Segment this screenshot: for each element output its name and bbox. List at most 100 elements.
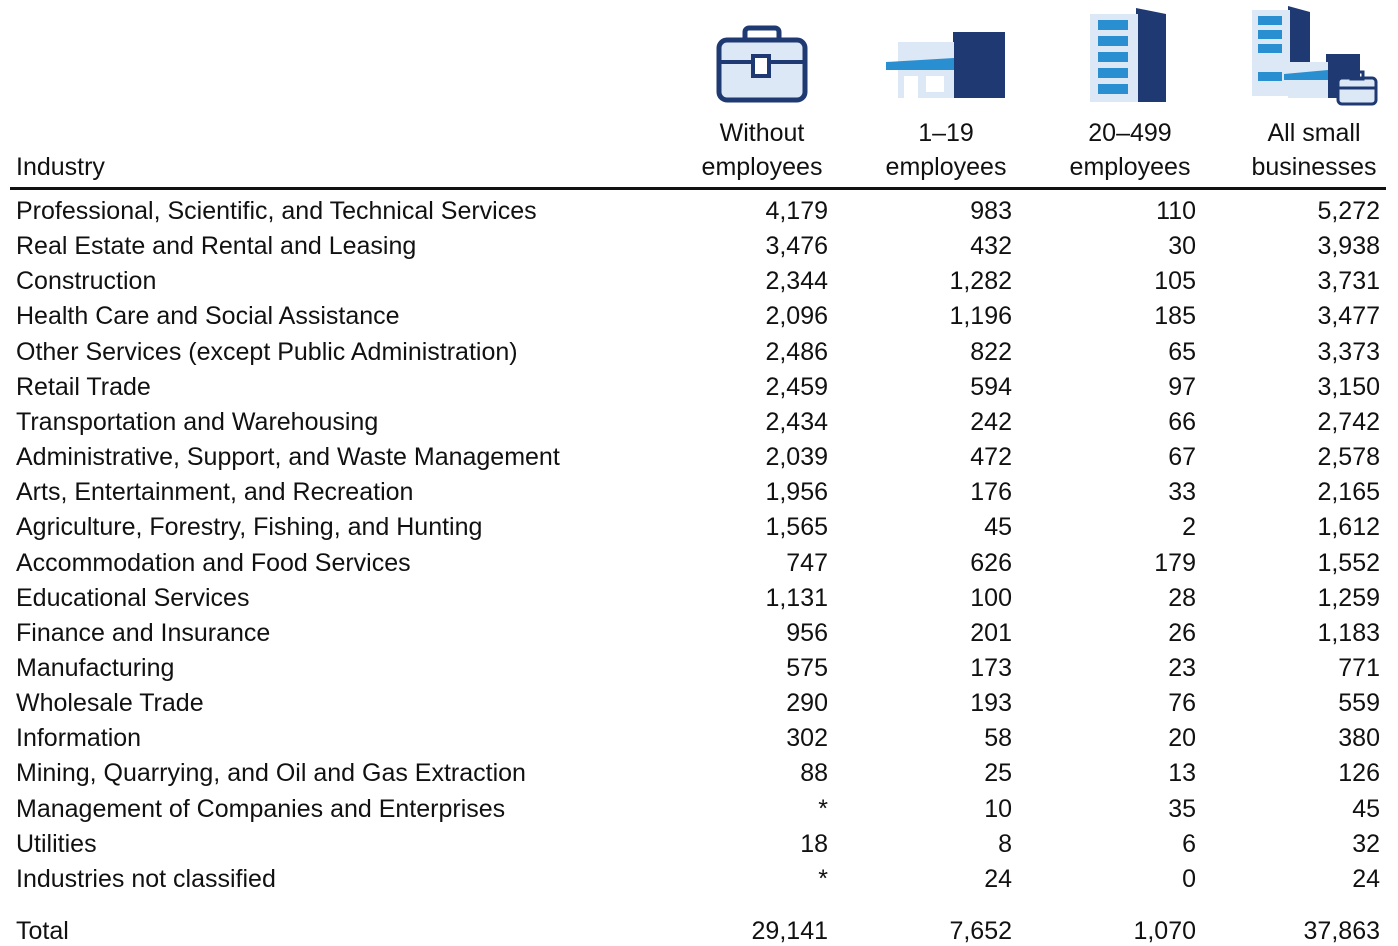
- column-header: 1–19: [918, 119, 974, 147]
- total-value: 1,070: [1133, 917, 1196, 945]
- industry-name: Educational Services: [16, 583, 250, 612]
- cell-value: 2,039: [765, 443, 828, 472]
- cell-value: 2,434: [765, 407, 828, 436]
- cell-value: 1,196: [949, 302, 1012, 331]
- cell-value: 2,742: [1317, 407, 1380, 436]
- cell-value: 302: [786, 724, 828, 753]
- cell-value: 4,179: [765, 197, 828, 225]
- cell-value: 100: [970, 583, 1012, 612]
- cell-value: 626: [970, 548, 1012, 577]
- cell-value: 176: [970, 478, 1012, 507]
- column-header: employees: [885, 153, 1007, 181]
- cell-value: 13: [1168, 759, 1196, 788]
- cell-value: 0: [1182, 864, 1196, 893]
- cell-value: 1,282: [949, 267, 1012, 296]
- total-label: Total: [16, 917, 69, 945]
- industry-name: Professional, Scientific, and Technical …: [16, 197, 537, 225]
- industry-name: Finance and Insurance: [16, 618, 271, 647]
- cell-value: *: [818, 794, 828, 823]
- all-businesses-icon: [1252, 6, 1378, 106]
- cell-value: 28: [1168, 583, 1196, 612]
- cell-value: 97: [1168, 372, 1196, 401]
- cell-value: 956: [786, 618, 828, 647]
- industry-name: Health Care and Social Assistance: [16, 302, 400, 331]
- cell-value: 33: [1168, 478, 1196, 507]
- header-icons: [716, 6, 1378, 106]
- cell-value: 2,486: [765, 337, 828, 366]
- cell-value: 24: [984, 864, 1012, 893]
- industry-name: Arts, Entertainment, and Recreation: [16, 478, 414, 507]
- cell-value: 24: [1352, 864, 1380, 893]
- cell-value: 1,565: [765, 513, 828, 542]
- cell-value: 76: [1168, 689, 1196, 718]
- cell-value: 58: [984, 724, 1012, 753]
- cell-value: 65: [1168, 337, 1196, 366]
- column-header: employees: [701, 153, 823, 181]
- cell-value: 242: [970, 407, 1012, 436]
- cell-value: 1,612: [1317, 513, 1380, 542]
- cell-value: 45: [984, 513, 1012, 542]
- total-value: 29,141: [751, 917, 828, 945]
- industry-name: Mining, Quarrying, and Oil and Gas Extra…: [16, 759, 526, 788]
- cell-value: 822: [970, 337, 1012, 366]
- cell-value: 45: [1352, 794, 1380, 823]
- cell-value: 185: [1154, 302, 1196, 331]
- cell-value: 1,183: [1317, 618, 1380, 647]
- briefcase-icon: [716, 25, 808, 103]
- cell-value: 173: [970, 653, 1012, 682]
- industry-name: Administrative, Support, and Waste Manag…: [16, 443, 560, 472]
- cell-value: 5,272: [1317, 197, 1380, 225]
- cell-value: 3,373: [1317, 337, 1380, 366]
- cell-value: 575: [786, 653, 828, 682]
- cell-value: 432: [970, 232, 1012, 261]
- column-header: Without: [719, 119, 805, 147]
- cell-value: 23: [1168, 653, 1196, 682]
- industry-name: Agriculture, Forestry, Fishing, and Hunt…: [16, 513, 483, 542]
- industry-name: Accommodation and Food Services: [16, 548, 411, 577]
- column-header: 20–499: [1088, 119, 1172, 147]
- storefront-icon: [886, 32, 1005, 98]
- cell-value: 201: [970, 618, 1012, 647]
- cell-value: 67: [1168, 443, 1196, 472]
- cell-value: 2,578: [1317, 443, 1380, 472]
- cell-value: 559: [1338, 689, 1380, 718]
- cell-value: 1,131: [765, 583, 828, 612]
- cell-value: 290: [786, 689, 828, 718]
- industry-name: Real Estate and Rental and Leasing: [16, 232, 417, 261]
- cell-value: 18: [800, 829, 828, 858]
- industry-name: Wholesale Trade: [16, 689, 204, 718]
- cell-value: 26: [1168, 618, 1196, 647]
- cell-value: 472: [970, 443, 1012, 472]
- cell-value: 380: [1338, 724, 1380, 753]
- cell-value: 8: [998, 829, 1012, 858]
- total-value: 37,863: [1303, 917, 1380, 945]
- industry-name: Industries not classified: [16, 864, 276, 893]
- cell-value: 2,096: [765, 302, 828, 331]
- cell-value: 1,956: [765, 478, 828, 507]
- cell-value: 3,476: [765, 232, 828, 261]
- industry-name: Manufacturing: [16, 653, 175, 682]
- cell-value: 2,344: [765, 267, 828, 296]
- cell-value: 105: [1154, 267, 1196, 296]
- cell-value: 126: [1338, 759, 1380, 788]
- industry-name: Transportation and Warehousing: [16, 407, 379, 436]
- cell-value: 10: [984, 794, 1012, 823]
- cell-value: 1,552: [1317, 548, 1380, 577]
- cell-value: 32: [1352, 829, 1380, 858]
- industry-name: Construction: [16, 267, 157, 296]
- cell-value: 66: [1168, 407, 1196, 436]
- industry-name: Management of Companies and Enterprises: [16, 794, 506, 823]
- industry-name: Retail Trade: [16, 372, 151, 401]
- cell-value: 2,165: [1317, 478, 1380, 507]
- building-icon: [1090, 8, 1166, 102]
- cell-value: 983: [970, 197, 1012, 225]
- cell-value: 594: [970, 372, 1012, 401]
- cell-value: 193: [970, 689, 1012, 718]
- column-header: All small: [1267, 119, 1361, 147]
- cell-value: 3,150: [1317, 372, 1380, 401]
- industry-name: Other Services (except Public Administra…: [16, 337, 518, 366]
- cell-value: 25: [984, 759, 1012, 788]
- cell-value: *: [818, 864, 828, 893]
- industry-name: Information: [16, 724, 142, 753]
